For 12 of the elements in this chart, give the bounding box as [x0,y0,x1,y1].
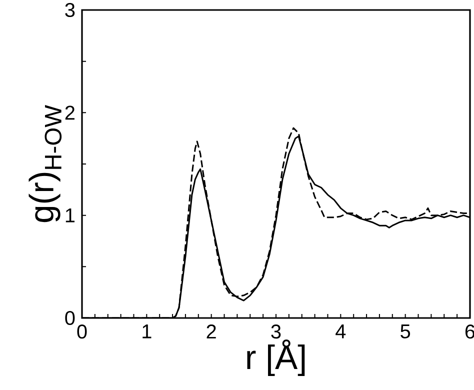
x-tick-label: 4 [336,324,346,338]
x-tick-label: 5 [400,324,410,338]
y-tick-label: 2 [65,106,74,120]
x-tick-label: 3 [271,324,281,339]
y-axis-title: g(r)$_{H-OW}$ [28,105,62,222]
y-tick-label: 3 [65,2,75,18]
y-tick-label: 0 [65,310,75,326]
y-tick-label: 1 [66,208,75,222]
x-tick-label: 1 [142,324,152,338]
x-tick-label: 2 [206,324,216,338]
x-tick-label: 0 [77,324,87,339]
x-axis-title: r [Å] [247,339,305,376]
